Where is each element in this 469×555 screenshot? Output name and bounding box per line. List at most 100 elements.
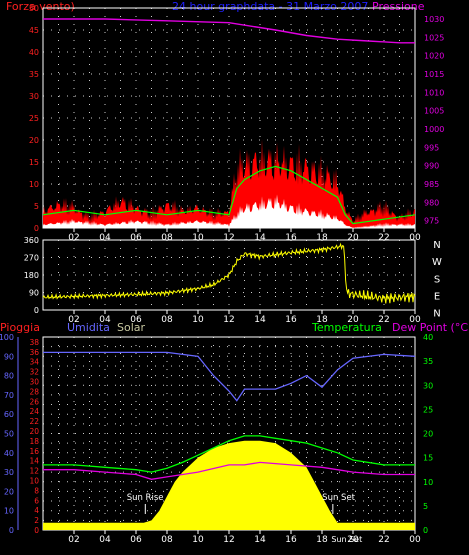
rain-y-tick-label: 14: [29, 457, 39, 466]
temperature-y-tick-label: 5: [423, 502, 428, 511]
temperature-y-tick-label: 40: [423, 333, 433, 342]
direction-y-tick-label: 360: [24, 236, 39, 245]
pressure-y-tick-label: 990: [424, 162, 439, 171]
humidity-y-tick-label: 100: [0, 333, 14, 342]
temperature-y-tick-label: 10: [423, 478, 433, 487]
humidity-line: [43, 351, 416, 402]
rain-y-tick-label: 10: [29, 477, 39, 486]
wind-y-tick-label: 15: [29, 158, 39, 167]
humidity-y-tick-label: 60: [4, 410, 14, 419]
rain-y-tick-label: 34: [29, 358, 39, 367]
direction-y-tick-label: 180: [24, 271, 39, 280]
rain-y-tick-label: 32: [29, 368, 39, 377]
humidity-y-tick-label: 40: [4, 449, 14, 458]
wind-axis-label: Forza vento): [6, 0, 75, 13]
sunset-axis-annotation: Sun Set: [331, 535, 362, 544]
wind-speed-area: [43, 194, 415, 228]
solar-label: Solar: [117, 321, 146, 334]
compass-n-label: N: [433, 240, 440, 251]
solar-area: [43, 440, 415, 530]
dewpoint-label: Dew Point (°C): [392, 321, 469, 334]
humidity-y-tick-label: 10: [4, 507, 14, 516]
direction-y-tick-label: 270: [24, 254, 39, 263]
rain-y-tick-label: 36: [29, 348, 39, 357]
rain-y-tick-label: 12: [29, 467, 39, 476]
sunrise-annotation: Sun Rise: [127, 493, 164, 503]
panel2-x-tick-label: 14: [254, 315, 266, 325]
panel3-x-tick-label: 20: [347, 535, 359, 545]
panel3-x-tick-label: 10: [192, 535, 204, 545]
humidity-y-tick-label: 30: [4, 468, 14, 477]
panel3-x-tick-label: 06: [130, 535, 142, 545]
temperature-label: Temperatura: [312, 321, 382, 334]
pressure-y-tick-label: 1010: [424, 88, 444, 97]
wind-y-tick-label: 25: [29, 114, 39, 123]
panel3-x-tick-label: 22: [378, 535, 389, 545]
pressure-y-tick-label: 1020: [424, 52, 444, 61]
panel2-x-tick-label: 02: [68, 315, 79, 325]
rain-y-tick-label: 8: [34, 486, 39, 495]
panel1-x-tick-label: 04: [99, 233, 111, 243]
panel3-x-tick-label: 16: [285, 535, 297, 545]
panel3-x-tick-label: 14: [254, 535, 266, 545]
pressure-y-tick-label: 1030: [424, 15, 444, 24]
sunset-annotation: Sun Set: [322, 493, 355, 503]
panel3-x-tick-label: 12: [223, 535, 234, 545]
compass-w-label: W: [432, 257, 442, 268]
wind-direction-line: [42, 242, 416, 304]
panel2-x-tick-label: 12: [223, 315, 234, 325]
panel1-x-tick-label: 00: [409, 233, 421, 243]
panel3-x-tick-label: 08: [161, 535, 173, 545]
panel2-x-tick-label: 04: [99, 315, 111, 325]
humidity-y-tick-label: 80: [4, 372, 14, 381]
humidity-y-tick-label: 20: [4, 487, 14, 496]
wind-y-tick-label: 0: [34, 224, 39, 233]
temperature-y-tick-label: 35: [423, 357, 433, 366]
rain-y-tick-label: 6: [34, 496, 39, 505]
wind-gust-area: [43, 139, 415, 228]
pressure-y-tick-label: 1025: [424, 33, 444, 42]
humidity-y-tick-label: 50: [4, 430, 14, 439]
pressure-line: [43, 18, 415, 44]
pressure-y-tick-label: 1005: [424, 107, 444, 116]
panel3-x-tick-label: 00: [409, 535, 421, 545]
panel2-x-tick-label: 00: [409, 315, 421, 325]
pressure-axis-label: Pressione: [372, 0, 425, 13]
rain-y-tick-label: 2: [34, 516, 39, 525]
temperature-y-tick-label: 25: [423, 405, 433, 414]
panel1-x-tick-label: 08: [161, 233, 173, 243]
direction-y-tick-label: 90: [29, 289, 39, 298]
temperature-line: [43, 435, 415, 473]
pressure-y-tick-label: 995: [424, 143, 439, 152]
rain-label: Pioggia: [0, 321, 40, 334]
panel2-x-tick-label: 20: [347, 315, 359, 325]
panel2-x-tick-label: 10: [192, 315, 204, 325]
direction-y-tick-label: 0: [34, 306, 39, 315]
wind-y-tick-label: 40: [29, 48, 39, 57]
compass-s-label: S: [434, 274, 440, 285]
panel2-x-tick-label: 16: [285, 315, 297, 325]
humidity-y-tick-label: 70: [4, 391, 14, 400]
pressure-y-tick-label: 1015: [424, 70, 444, 79]
panel1-x-tick-label: 16: [285, 233, 297, 243]
temperature-y-tick-label: 0: [423, 526, 428, 535]
chart-title: 24 hour graphdata - 31 Marzo 2007: [172, 0, 369, 13]
rain-y-tick-label: 30: [29, 378, 39, 387]
humidity-y-tick-label: 90: [4, 352, 14, 361]
rain-y-tick-label: 28: [29, 387, 39, 396]
panel1-x-tick-label: 10: [192, 233, 204, 243]
panel1-x-tick-label: 22: [378, 233, 389, 243]
panel2-x-tick-label: 22: [378, 315, 389, 325]
wind-y-tick-label: 5: [34, 202, 39, 211]
panel1-x-tick-label: 14: [254, 233, 266, 243]
rain-y-tick-label: 38: [29, 338, 39, 347]
humidity-y-tick-label: 0: [9, 526, 14, 535]
wind-y-tick-label: 45: [29, 26, 39, 35]
rain-y-tick-label: 26: [29, 397, 39, 406]
rain-y-tick-label: 22: [29, 417, 39, 426]
pressure-y-tick-label: 985: [424, 180, 439, 189]
rain-y-tick-label: 20: [29, 427, 39, 436]
dewpoint-line: [43, 461, 415, 480]
